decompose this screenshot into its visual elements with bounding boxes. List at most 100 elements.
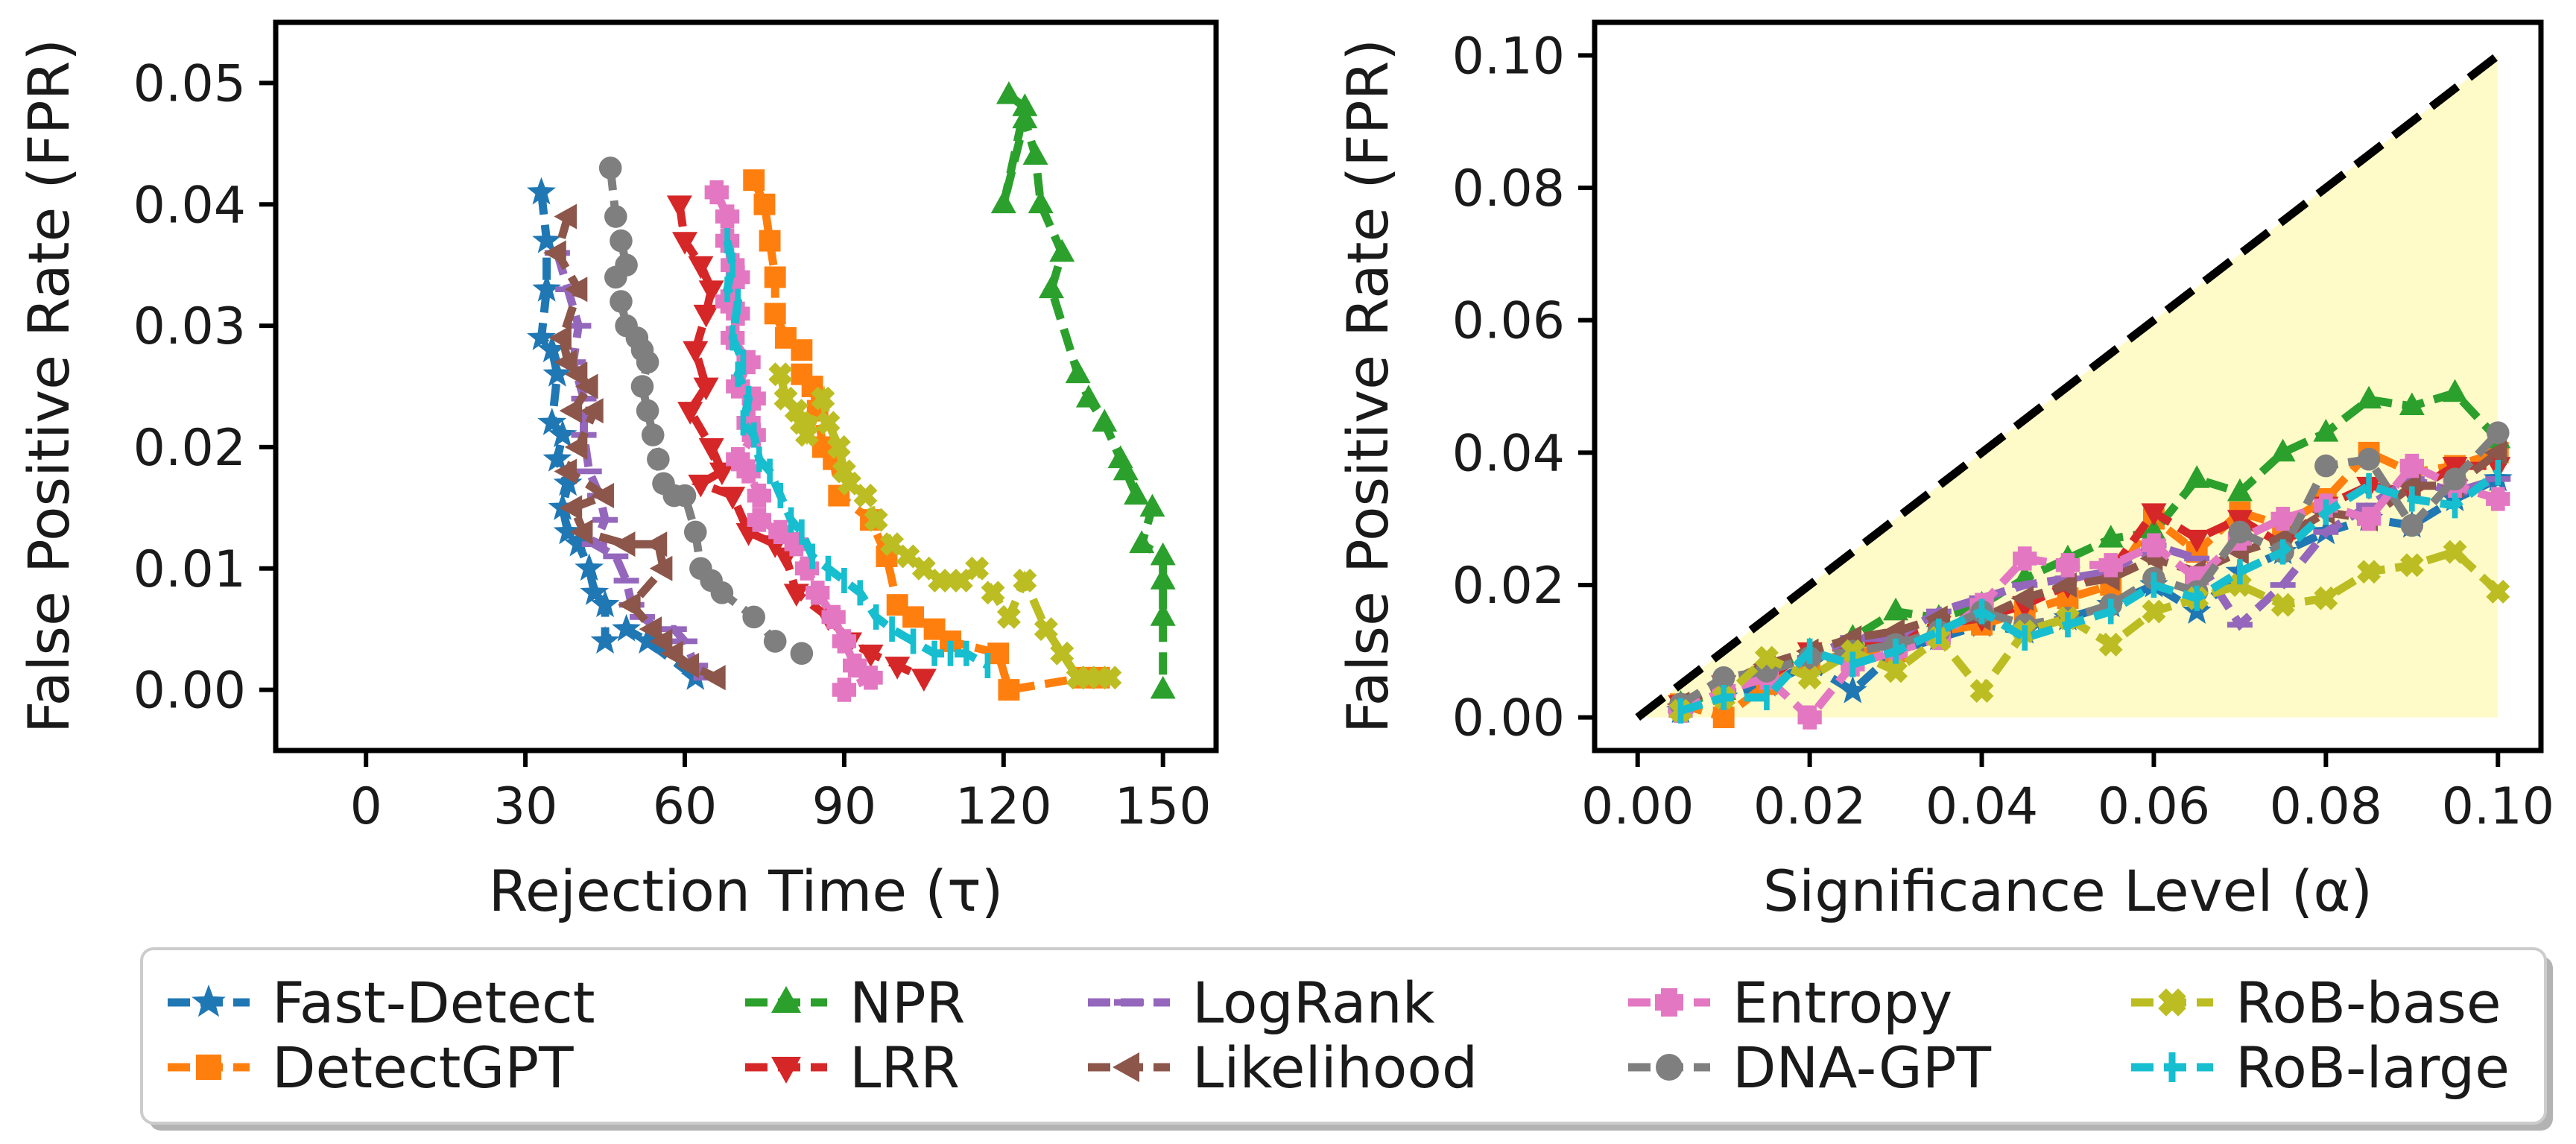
left-point-dna-gpt xyxy=(742,605,765,629)
left-y-tick-label: 0.03 xyxy=(133,297,246,356)
left-point-fast-detect xyxy=(537,407,567,435)
left-point-rob-base xyxy=(1076,666,1101,690)
left-point-rob-base xyxy=(1013,569,1037,593)
legend-marker-lrr xyxy=(771,1057,801,1084)
left-point-likelihood xyxy=(564,361,588,388)
left-point-likelihood xyxy=(639,616,662,642)
left-point-entropy xyxy=(747,508,771,532)
left-point-likelihood xyxy=(612,531,636,557)
left-point-lrr xyxy=(693,377,719,401)
left-chart-series xyxy=(527,81,1176,702)
right-point-entropy xyxy=(2399,453,2424,478)
legend-entry-rob-base: RoB-base xyxy=(2131,970,2501,1036)
right-y-tick-label: 0.06 xyxy=(1452,292,1565,351)
left-point-dna-gpt xyxy=(647,447,670,471)
left-y-tick-label: 0.02 xyxy=(133,419,246,478)
left-point-fast-detect xyxy=(553,468,583,496)
left-point-likelihood xyxy=(559,398,583,424)
legend-marker-rob-base xyxy=(2158,988,2186,1017)
right-y-axis-title: False Positive Rate (FPR) xyxy=(1335,39,1401,733)
left-point-fast-detect xyxy=(580,577,610,605)
left-point-fast-detect xyxy=(548,420,577,448)
legend-entry-lrr: LRR xyxy=(745,1034,960,1101)
legend-label-rob-base: RoB-base xyxy=(2235,970,2501,1036)
right-point-rob-base xyxy=(2314,586,2338,610)
left-point-rob-base xyxy=(981,581,1005,605)
left-point-detectgpt xyxy=(987,642,1010,665)
right-point-lrr xyxy=(2184,529,2210,553)
right-chart-series xyxy=(1666,379,2513,730)
left-series-rob-base xyxy=(768,362,1122,690)
right-y-tick-label: 0.08 xyxy=(1452,159,1565,218)
left-point-fast-detect xyxy=(532,225,562,253)
left-point-npr xyxy=(1049,238,1075,262)
left-point-dna-gpt xyxy=(673,484,697,508)
left-x-tick-label: 30 xyxy=(493,777,558,836)
left-plot-frame xyxy=(273,19,1219,753)
left-x-axis: 0 30 60 90 120 150 xyxy=(350,750,1212,836)
left-point-rob-base xyxy=(1050,641,1075,666)
left-point-likelihood xyxy=(575,373,598,399)
legend-label-npr: NPR xyxy=(849,970,966,1036)
right-point-rob-base xyxy=(2098,632,2123,657)
left-point-rob-base xyxy=(1034,617,1058,642)
legend-marker-dna-gpt xyxy=(1656,1054,1683,1081)
left-point-dna-gpt xyxy=(598,157,622,180)
legend-marker-fast-detect xyxy=(192,985,226,1017)
left-point-likelihood xyxy=(554,458,577,484)
left-point-lrr xyxy=(693,304,719,328)
left-point-rob-base xyxy=(864,508,888,532)
left-point-likelihood xyxy=(564,276,588,303)
left-point-rob-base xyxy=(768,362,793,387)
right-x-tick-label: 0.06 xyxy=(2098,777,2210,836)
left-point-npr xyxy=(1150,675,1176,699)
left-y-tick-label: 0.04 xyxy=(133,176,246,235)
legend-marker-detectgpt xyxy=(196,1055,221,1080)
left-series-likelihood xyxy=(543,203,726,691)
left-series-npr xyxy=(990,81,1176,699)
left-y-axis: 0.00 0.01 0.02 0.03 0.04 0.05 xyxy=(133,54,276,721)
legend-label-likelihood: Likelihood xyxy=(1192,1034,1478,1101)
left-y-tick-label: 0.01 xyxy=(133,540,246,599)
left-point-lrr xyxy=(783,584,809,607)
left-point-npr xyxy=(1075,385,1101,408)
left-point-npr xyxy=(1028,190,1054,214)
left-point-rob-base xyxy=(826,434,851,459)
left-point-entropy xyxy=(832,677,857,702)
right-point-detectgpt xyxy=(1712,707,1735,729)
right-y-tick-label: 0.10 xyxy=(1452,27,1565,86)
left-point-dna-gpt xyxy=(604,205,627,228)
right-x-axis: 0.00 0.02 0.04 0.06 0.08 0.10 xyxy=(1581,750,2554,836)
left-point-fast-detect xyxy=(542,443,572,472)
legend-entry-logrank: LogRank xyxy=(1088,970,1435,1036)
legend-marker-npr xyxy=(771,986,801,1013)
left-point-dna-gpt xyxy=(636,399,659,423)
right-y-tick-label: 0.04 xyxy=(1452,424,1565,483)
left-point-detectgpt xyxy=(998,679,1020,701)
left-point-likelihood xyxy=(543,240,566,266)
left-point-likelihood xyxy=(703,665,726,691)
legend-entry-likelihood: Likelihood xyxy=(1088,1034,1478,1101)
left-point-lrr xyxy=(672,232,698,255)
left-point-npr xyxy=(990,190,1016,214)
left-x-tick-label: 150 xyxy=(1115,777,1212,836)
right-point-likelihood xyxy=(2010,585,2034,611)
left-point-lrr xyxy=(709,462,735,486)
left-y-tick-label: 0.00 xyxy=(133,662,246,721)
left-point-entropy xyxy=(858,666,883,690)
left-point-likelihood xyxy=(559,495,583,521)
legend-entry-fast-detect: Fast-Detect xyxy=(168,970,595,1036)
left-point-entropy xyxy=(806,581,830,605)
left-point-npr xyxy=(1113,457,1139,481)
right-point-rob-base xyxy=(2443,540,2467,564)
right-point-rob-base xyxy=(1841,639,1865,663)
legend-label-fast-detect: Fast-Detect xyxy=(272,970,595,1036)
left-point-fast-detect xyxy=(590,590,620,618)
left-point-likelihood xyxy=(644,531,668,557)
chart-left-rejection-time: 0 30 60 90 120 150 0.00 0.01 0.02 0.03 0.04 0.05 R… xyxy=(16,19,1219,924)
left-point-lrr xyxy=(884,657,911,680)
left-point-dna-gpt xyxy=(630,375,654,398)
right-x-tick-label: 0.10 xyxy=(2442,777,2554,836)
